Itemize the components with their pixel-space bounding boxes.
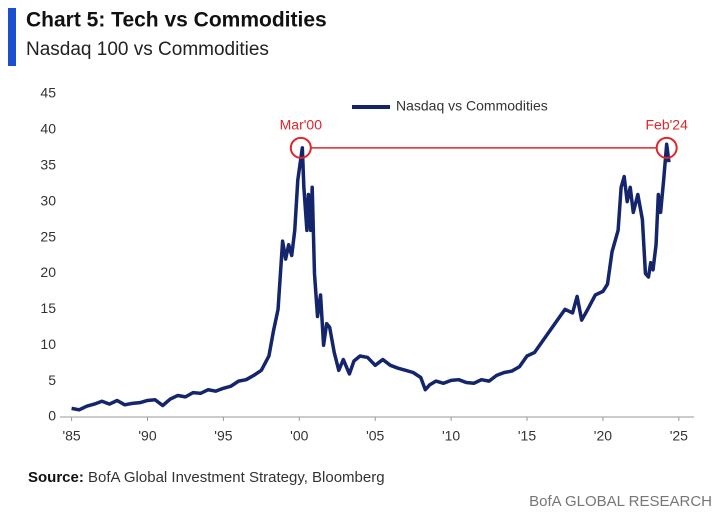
x-tick-label: '05	[366, 428, 384, 444]
x-tick-label: '10	[442, 428, 460, 444]
series-line	[71, 142, 671, 412]
x-tick-label: '00	[290, 428, 308, 444]
y-tick-label: 5	[48, 372, 56, 388]
x-tick-label: '95	[214, 428, 232, 444]
source-text: BofA Global Investment Strategy, Bloombe…	[88, 469, 385, 486]
footer: BofA GLOBAL RESEARCH	[529, 493, 712, 510]
x-tick-label: '85	[62, 428, 80, 444]
y-tick-label: 15	[40, 300, 56, 316]
y-tick-label: 35	[40, 156, 56, 172]
annotation-circle	[655, 136, 678, 159]
y-tick-label: 30	[40, 192, 56, 208]
annotation-circle	[289, 136, 312, 159]
x-tick-label: '90	[138, 428, 156, 444]
source-label: Source:	[28, 469, 84, 486]
y-tick-label: 0	[48, 408, 56, 424]
x-tick-label: '25	[670, 428, 688, 444]
source: Source: BofA Global Investment Strategy,…	[28, 469, 385, 486]
y-tick-label: 45	[40, 85, 56, 101]
x-tick-label: '15	[518, 428, 536, 444]
title-bar	[8, 8, 16, 66]
annotation-label: Mar'00	[280, 117, 323, 133]
y-tick-label: 25	[40, 228, 56, 244]
y-tick-label: 40	[40, 121, 56, 137]
annotation-label: Feb'24	[645, 117, 688, 133]
y-tick-label: 10	[40, 336, 56, 352]
x-tick-label: '20	[594, 428, 612, 444]
legend-label: Nasdaq vs Commodities	[396, 98, 548, 114]
y-tick-label: 20	[40, 264, 56, 280]
chart-subtitle: Nasdaq 100 vs Commodities	[26, 39, 269, 60]
chart-title: Chart 5: Tech vs Commodities	[26, 9, 327, 32]
